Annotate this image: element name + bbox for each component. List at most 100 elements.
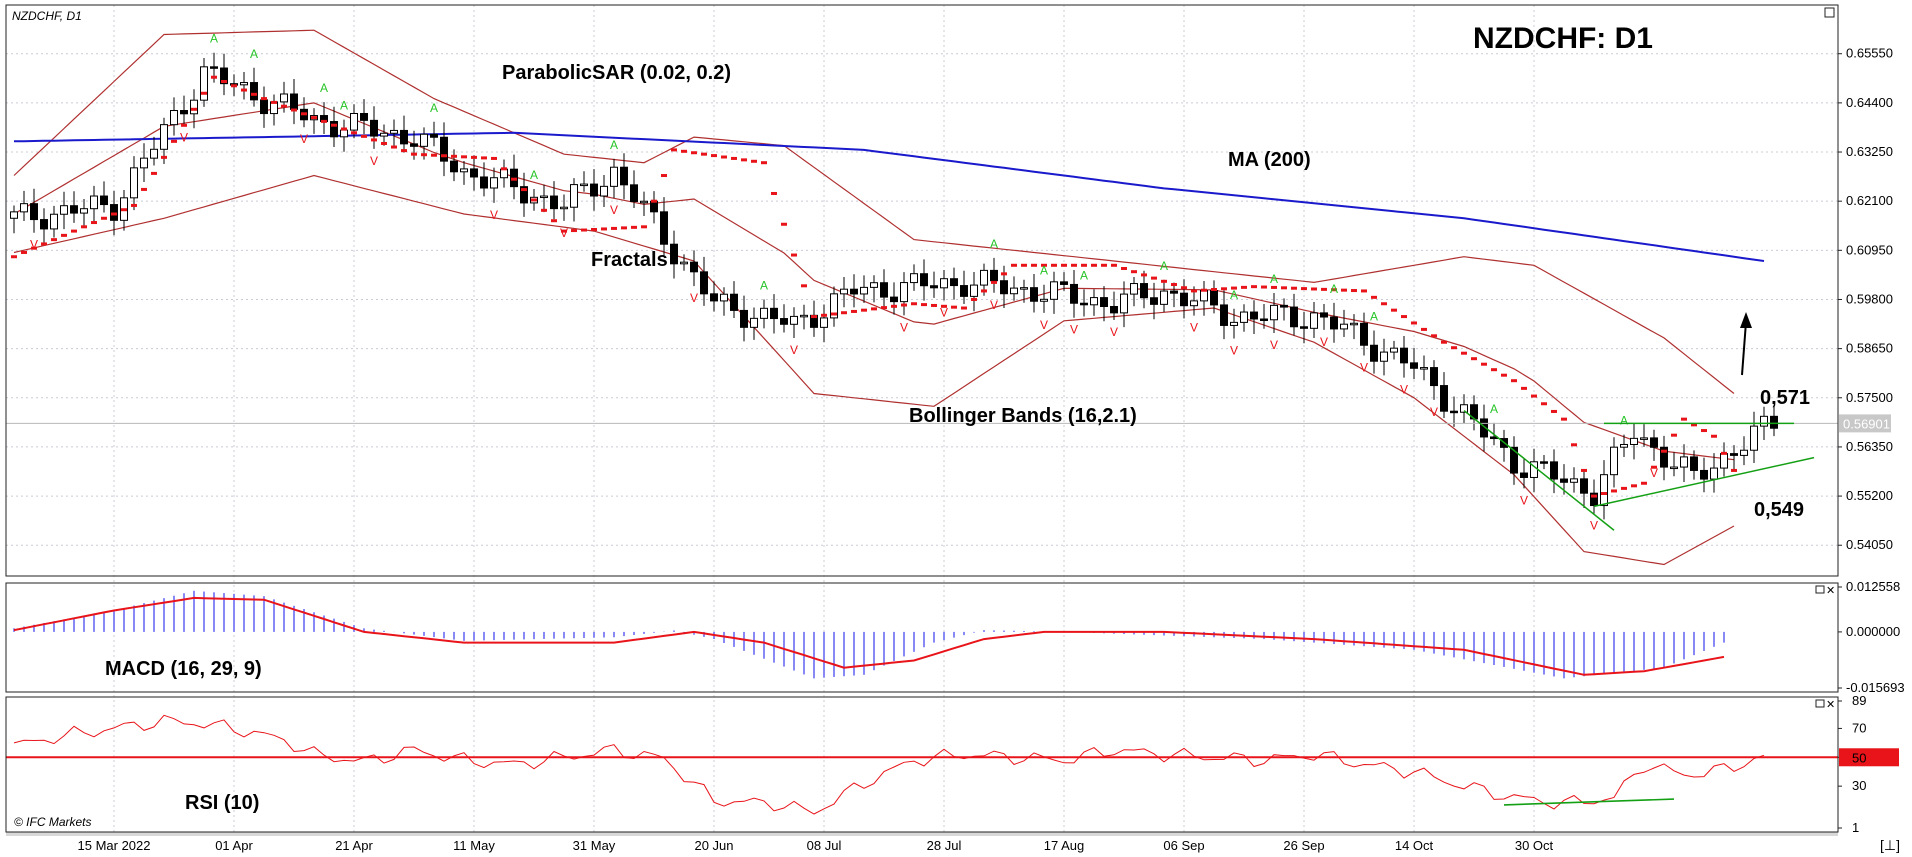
support-trendline (1593, 456, 1815, 508)
candle-body (1750, 425, 1758, 451)
candle-body (1740, 449, 1748, 456)
psar-dot (1291, 286, 1297, 290)
candle-body (1720, 453, 1728, 469)
psar-dot (1391, 308, 1397, 312)
fractal-up-marker: A (1230, 288, 1238, 302)
psar-dot (561, 229, 567, 233)
psar-dot (131, 203, 137, 207)
candle-body (110, 204, 118, 221)
candle-body (40, 219, 48, 230)
candle-body (550, 195, 558, 210)
macd-pane-close-icon[interactable]: ✕ (1826, 585, 1835, 597)
psar-dot (761, 161, 767, 165)
candle-body (1000, 280, 1008, 295)
candle-body (1010, 287, 1018, 295)
candle-body (1590, 492, 1598, 507)
candle-body (1340, 323, 1348, 330)
macd-signal-line (13, 596, 1725, 676)
candle-body (1390, 347, 1398, 353)
psar-dot (271, 100, 277, 104)
psar-dot (711, 154, 717, 158)
fractal-down-marker: V (490, 208, 498, 222)
macd-pane-border (5, 582, 1839, 693)
candle-body (1730, 453, 1738, 456)
x-tick-label: 08 Jul (807, 838, 842, 853)
candle-body (1550, 461, 1558, 480)
psar-dot (1481, 362, 1487, 366)
macd-pane-restore-icon[interactable] (1815, 585, 1825, 594)
rsi-line (13, 714, 1765, 815)
candle-body (850, 288, 858, 295)
psar-dot (401, 149, 407, 153)
psar-dot (1341, 288, 1347, 292)
psar-dot (571, 229, 577, 233)
rsi-pane-close-icon[interactable]: ✕ (1826, 699, 1835, 711)
psar-dot (1521, 386, 1527, 390)
fractal-up-marker: A (250, 47, 258, 61)
macd-y-tick-label: 0.000000 (1846, 624, 1900, 639)
psar-dot (731, 156, 737, 160)
candle-body (210, 66, 218, 69)
time-scale-button[interactable]: [⊥] (1880, 837, 1900, 853)
psar-dot (51, 238, 57, 242)
candle-body (1040, 298, 1048, 302)
psar-dot (1411, 321, 1417, 325)
candle-body (200, 66, 208, 101)
psar-dot (1511, 379, 1517, 383)
psar-dot (861, 308, 867, 312)
candle-body (150, 148, 158, 159)
y-tick-label: 0.60950 (1846, 242, 1893, 257)
candle-body (1580, 478, 1588, 494)
candle-body (980, 269, 988, 286)
psar-dot (1011, 263, 1017, 267)
fractal-down-marker: V (560, 226, 568, 240)
candle-body (650, 200, 658, 213)
rsi-pane-restore-icon[interactable] (1815, 699, 1825, 708)
candle-body (400, 129, 408, 145)
psar-dot (981, 289, 987, 293)
svg-text:[⊥]: [⊥] (1880, 837, 1900, 853)
candle-body (420, 133, 428, 147)
psar-dot (991, 280, 997, 284)
rsi-annotation: RSI (10) (185, 792, 259, 814)
psar-dot (1381, 302, 1387, 306)
fractal-down-marker: V (1360, 360, 1368, 374)
psar-dot (681, 149, 687, 153)
psar-dot (251, 92, 257, 96)
fractal-up-marker: A (1330, 282, 1338, 296)
rsi-y-tick-label: 70 (1852, 720, 1866, 735)
psar-dot (1241, 285, 1247, 289)
y-tick-label: 0.64400 (1846, 95, 1893, 110)
ma200-line (13, 131, 1765, 262)
fractal-up-marker: A (990, 237, 998, 251)
candle-body (1230, 321, 1238, 326)
psar-dot (911, 302, 917, 306)
candle-body (1140, 283, 1148, 299)
x-tick-label: 28 Jul (927, 838, 962, 853)
psar-dot (1121, 266, 1127, 270)
psar-dot (811, 315, 817, 319)
candle-body (700, 271, 708, 295)
psar-dot (1001, 272, 1007, 276)
candle-body (830, 293, 838, 319)
fractal-down-marker: V (300, 132, 308, 146)
psar-dot (511, 177, 517, 181)
psar-dot (1061, 263, 1067, 267)
psar-dot (611, 226, 617, 230)
psar-dot (321, 119, 327, 123)
psar-dot (1081, 263, 1087, 267)
psar-dot (121, 208, 127, 212)
fractal-down-marker: V (1230, 344, 1238, 358)
psar-dot (701, 152, 707, 156)
main-pane-close-icon[interactable] (1824, 7, 1835, 18)
psar-dot (1631, 484, 1637, 488)
candle-body (940, 278, 948, 289)
candle-body (860, 286, 868, 295)
x-tick-label: 11 May (453, 838, 495, 853)
psar-dot (1351, 289, 1357, 293)
y-tick-label: 0.55200 (1846, 488, 1893, 503)
candle-body (1440, 385, 1448, 412)
psar-dot (1421, 327, 1427, 331)
psar-dot (421, 153, 427, 157)
macd-pane (13, 590, 1725, 679)
